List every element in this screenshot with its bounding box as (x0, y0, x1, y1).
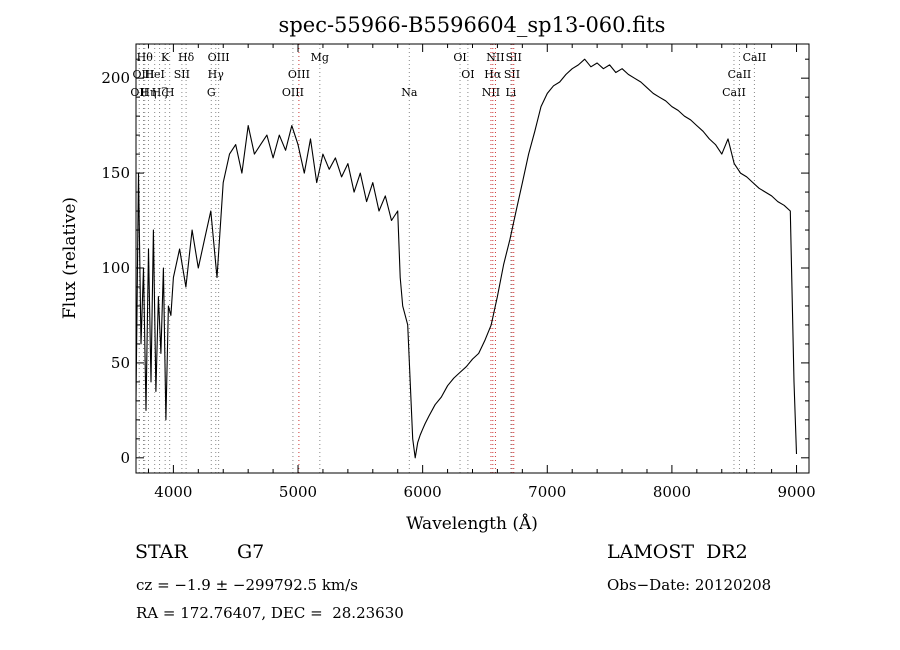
line-marker-label-13: OIII (282, 86, 304, 99)
line-marker-label-3: Hη (140, 86, 156, 99)
x-tick-label-2: 6000 (404, 483, 442, 501)
line-marker-label-22: Li (505, 86, 516, 99)
line-marker-label-10: G (207, 86, 216, 99)
line-marker-label-12: OIII (208, 51, 230, 64)
coordinates-readout: RA = 172.76407, DEC = 28.23630 (136, 604, 404, 622)
y-axis: 0 50 100 150 200 (101, 58, 809, 467)
line-marker-label-14: OIII (288, 68, 310, 81)
line-marker-label-26: CaII (728, 68, 752, 81)
y-tick-label-0: 0 (120, 449, 130, 467)
line-marker-label-11: Hγ (208, 68, 225, 81)
line-marker-label-15: Mg (311, 51, 329, 64)
line-marker-label-24: SII (506, 51, 522, 64)
observation-date: Obs−Date: 20120208 (607, 576, 772, 594)
plot-frame (135, 43, 810, 474)
line-marker-label-6: K (161, 51, 170, 64)
line-marker-label-27: CaII (743, 51, 767, 64)
y-tick-label-1: 50 (111, 354, 130, 372)
spectrum-line-0 (135, 58, 798, 459)
line-marker-label-2: Hθ (137, 51, 154, 64)
spectrum-series (135, 58, 798, 459)
x-tick-label-3: 7000 (528, 483, 566, 501)
line-marker-label-21: NII (486, 51, 504, 64)
y-tick-label-4: 200 (101, 69, 130, 87)
line-marker-label-0: OII (130, 86, 148, 99)
line-marker-label-18: OI (461, 68, 474, 81)
line-marker-label-4: HeI (144, 68, 164, 81)
chart-title: spec-55966-B5596604_sp13-060.fits (279, 13, 666, 37)
line-marker-label-20: Hα (484, 68, 502, 81)
line-marker-label-8: SII (174, 68, 190, 81)
line-marker-label-7: H (165, 86, 175, 99)
line-marker-label-9: Hδ (178, 51, 195, 64)
x-axis: 4000 5000 6000 7000 8000 9000 (147, 44, 816, 501)
line-marker-label-17: OI (453, 51, 466, 64)
y-tick-label-2: 100 (101, 259, 130, 277)
object-class: STAR (135, 541, 188, 563)
y-tick-label-3: 150 (101, 164, 130, 182)
line-markers: OIIOIIIHθHηHeIHζKHSIIHδGHγOIIIOIIIOIIIMg… (130, 44, 766, 473)
survey-name: LAMOST DR2 (607, 541, 748, 563)
line-marker-label-19: NII (482, 86, 500, 99)
x-tick-label-0: 4000 (154, 483, 192, 501)
redshift-readout: cz = −1.9 ± −299792.5 km/s (136, 576, 358, 594)
line-marker-label-5: Hζ (152, 86, 168, 99)
x-axis-label: Wavelength (Å) (406, 513, 538, 534)
x-tick-label-1: 5000 (279, 483, 317, 501)
line-marker-label-16: Na (401, 86, 418, 99)
y-axis-label: Flux (relative) (60, 197, 80, 319)
line-marker-label-23: SII (504, 68, 520, 81)
object-subclass: G7 (237, 541, 265, 563)
line-marker-label-25: CaII (722, 86, 746, 99)
x-tick-label-5: 9000 (777, 483, 815, 501)
x-tick-label-4: 8000 (653, 483, 691, 501)
